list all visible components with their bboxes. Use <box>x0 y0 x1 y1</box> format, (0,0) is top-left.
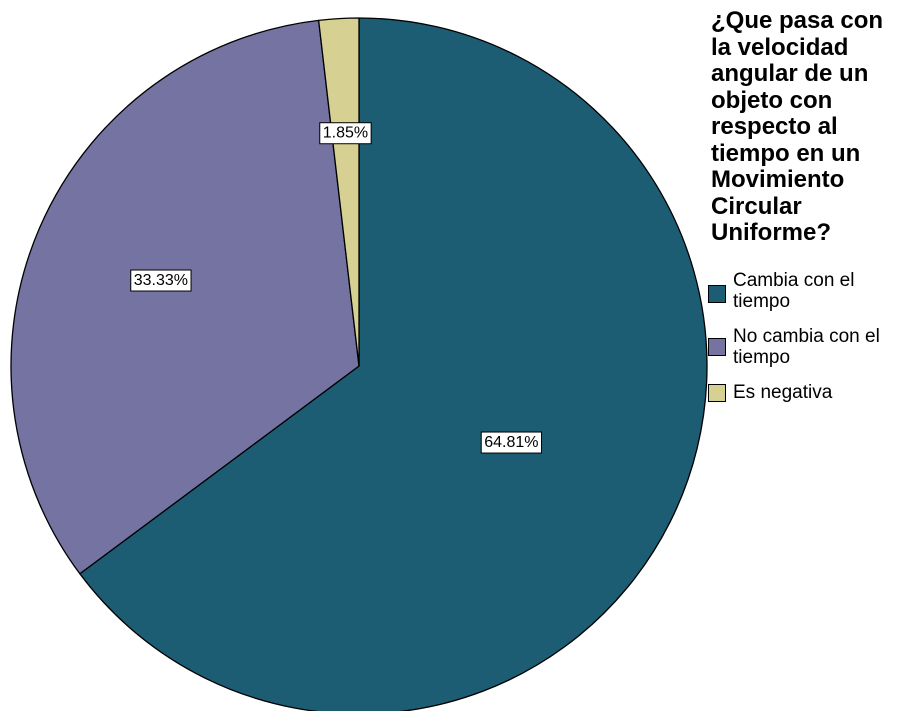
data-label-text: 1.85% <box>323 125 368 142</box>
legend-label-line: tiempo <box>733 291 791 312</box>
legend-swatch-no-cambia <box>708 338 726 356</box>
legend-swatch-negativa <box>708 384 726 402</box>
legend-label-cambia: Cambia con el tiempo <box>733 270 854 312</box>
pie-slice-negativa <box>317 17 360 367</box>
legend-title-line: ¿Que pasa con <box>711 7 884 34</box>
legend-label-no-cambia: No cambia con el tiempo <box>733 326 880 368</box>
legend-title-line: angular de un <box>711 60 869 87</box>
data-label-box <box>480 431 543 454</box>
legend-item-cambia: Cambia con el tiempo <box>708 270 919 326</box>
legend-label-negativa: Es negativa <box>733 382 832 403</box>
legend-title-line: la velocidad <box>711 33 849 61</box>
legend-label-line: Cambia con el <box>733 270 855 291</box>
data-label-text: 33.33% <box>134 272 188 289</box>
data-label-box <box>130 269 192 292</box>
legend-title-line: Circular <box>711 192 802 220</box>
legend-title-line: Movimiento <box>711 166 845 193</box>
pie-slice-no-cambia <box>10 19 360 575</box>
legend-title-line: Uniforme? <box>711 219 831 246</box>
pie-slice-cambia <box>79 17 708 711</box>
legend-title: ¿Que pasa con la velocidad angular de un… <box>711 7 911 247</box>
legend-title-line: respecto al <box>711 113 838 140</box>
legend-item-negativa: Es negativa <box>708 382 919 412</box>
legend-label-line: tiempo <box>733 347 791 368</box>
legend-label-line: Es negativa <box>733 382 833 403</box>
data-label-text: 64.81% <box>484 434 538 451</box>
data-label-no-cambia: 33.33% <box>130 269 192 292</box>
legend-swatch-cambia <box>708 285 726 303</box>
legend-title-line: tiempo en un <box>711 139 861 167</box>
data-label-cambia: 64.81% <box>480 431 543 454</box>
legend: Cambia con el tiempo No cambia con el ti… <box>708 270 919 412</box>
legend-item-no-cambia: No cambia con el tiempo <box>708 326 919 382</box>
data-label-box <box>319 122 372 145</box>
data-label-negativa: 1.85% <box>319 122 372 145</box>
legend-title-line: objeto con <box>711 86 833 114</box>
legend-label-line: No cambia con el <box>733 326 880 347</box>
